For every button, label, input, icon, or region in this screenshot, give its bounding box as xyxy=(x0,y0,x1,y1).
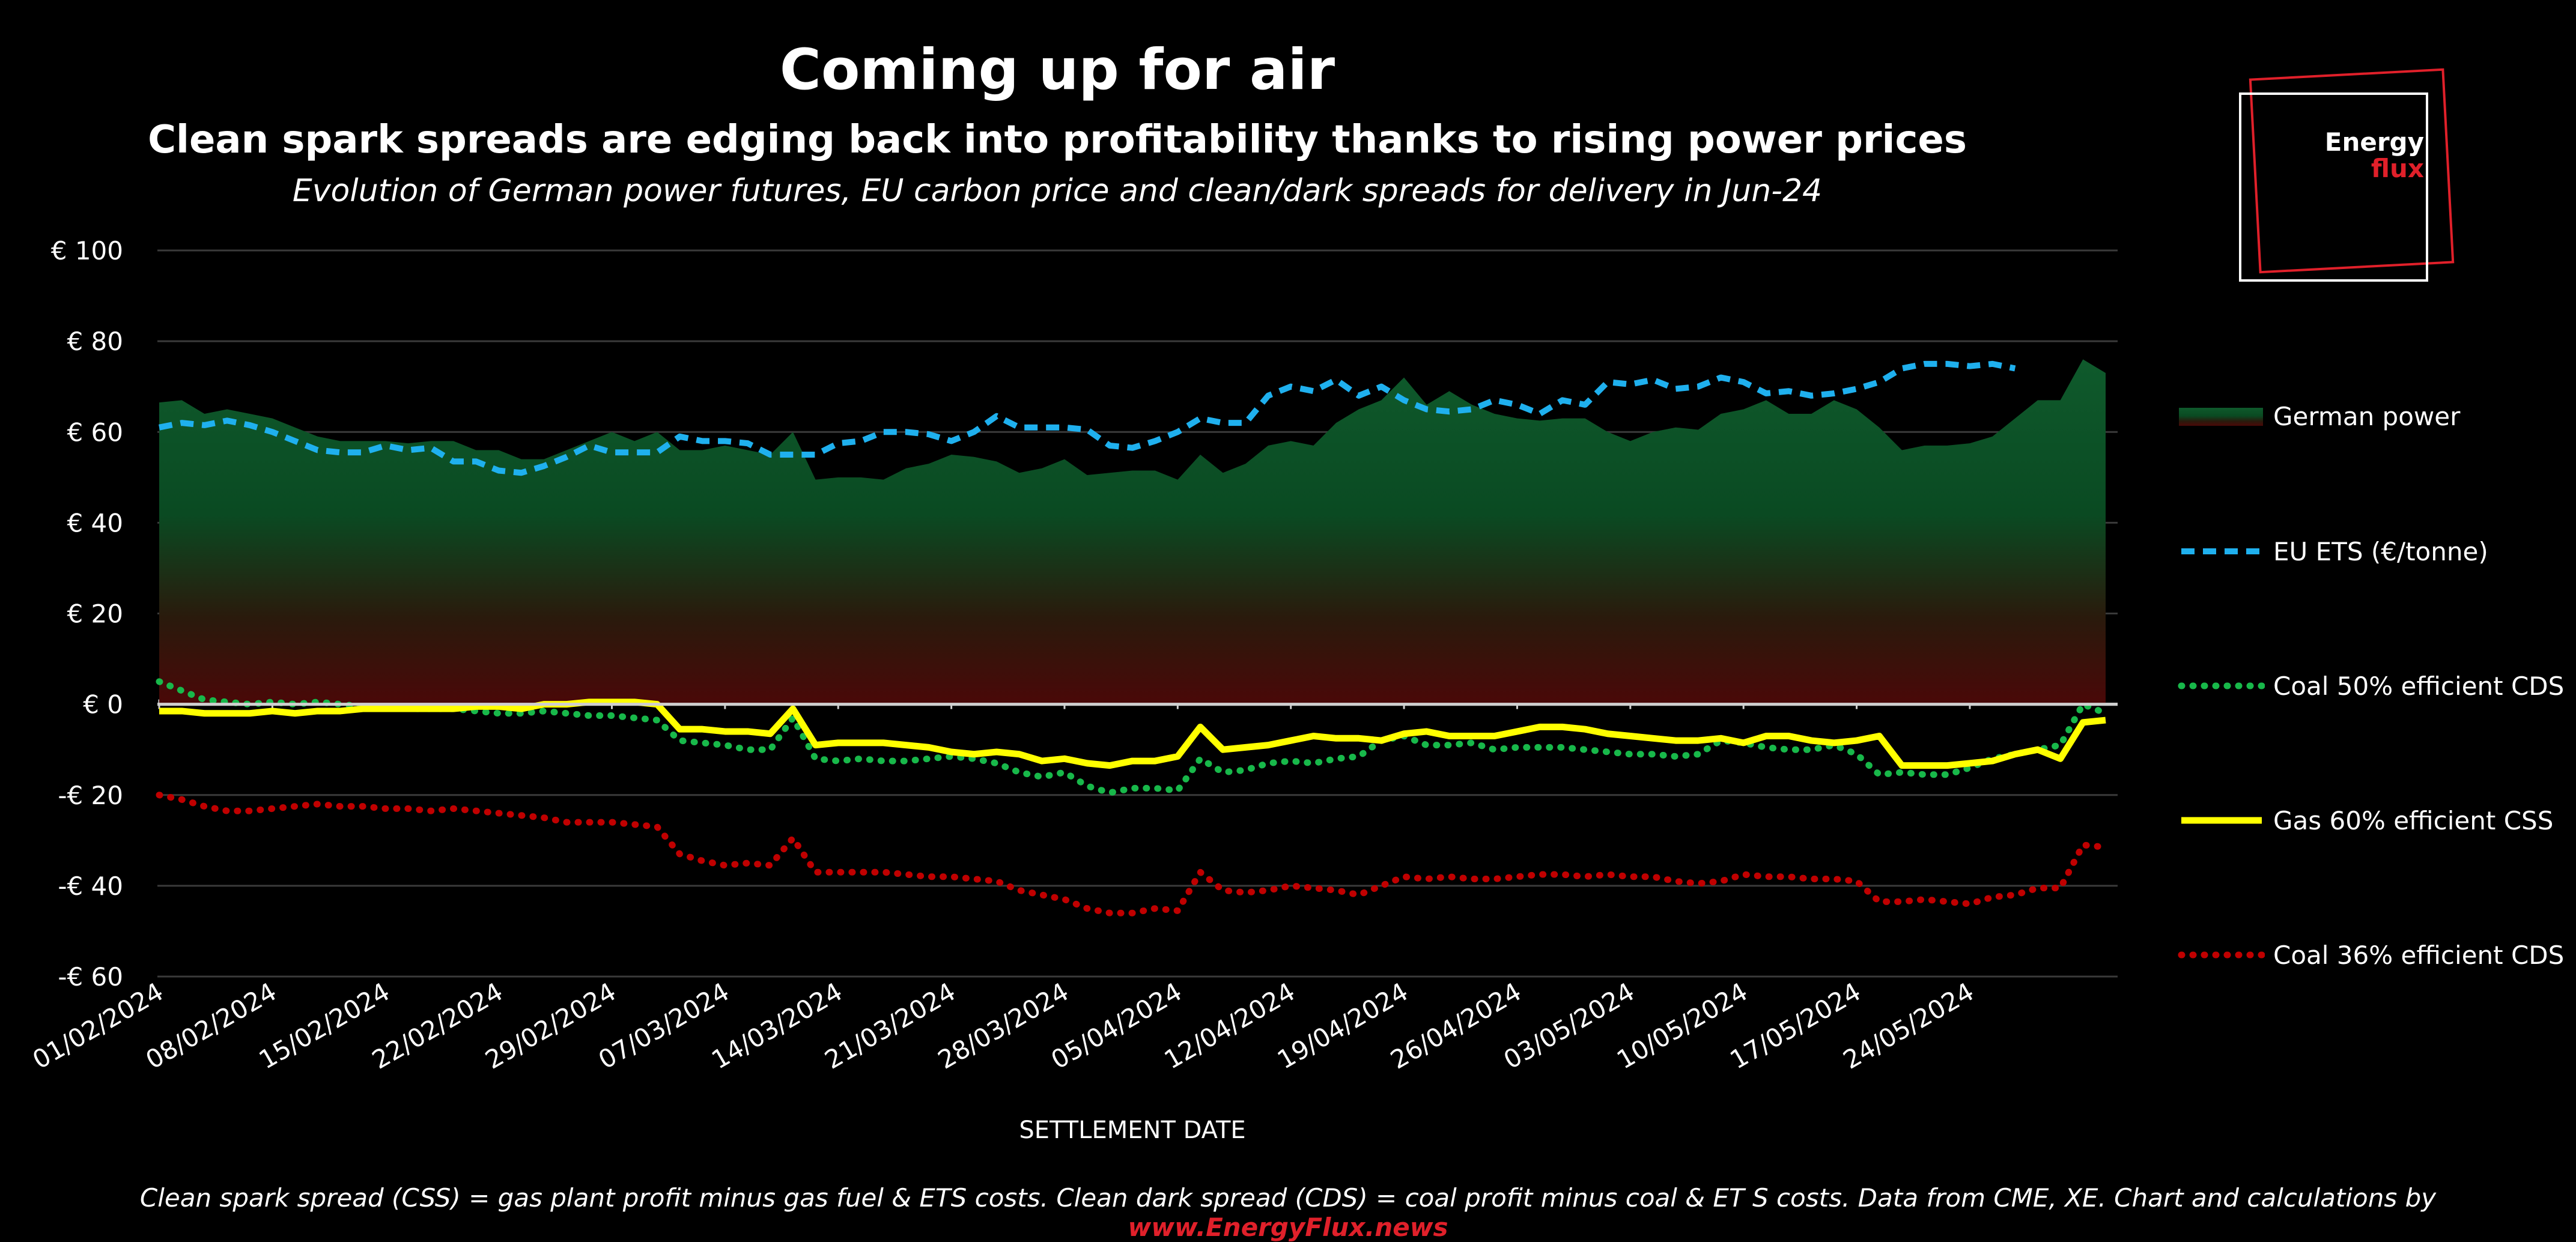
y-tick-label: € 0 xyxy=(83,690,123,719)
series-coal-50-efficient-cds-line xyxy=(156,678,2109,796)
y-axis-ticks: € 100 € 80 € 60 € 40 € 20 € 0 -€ 20 -€ 40 -€ 60 xyxy=(51,236,123,992)
series-gas-60-efficient-css-line xyxy=(159,698,2106,769)
legend-item: German power xyxy=(2178,398,2460,434)
footer-text: Clean spark spread (CSS) = gas plant pro… xyxy=(139,1183,2437,1213)
y-tick-label: -€ 40 xyxy=(58,871,123,901)
logo-text-flux: flux xyxy=(2371,154,2424,183)
legend-item: Coal 50% efficient CDS xyxy=(2178,668,2564,704)
x-axis-label: SETTLEMENT DATE xyxy=(1019,1116,1245,1144)
series-german-power-area xyxy=(159,359,2106,704)
legend-item: Coal 36% efficient CDS xyxy=(2178,937,2564,973)
legend-label: EU ETS (€/tonne) xyxy=(2273,536,2488,566)
legend-item: EU ETS (€/tonne) xyxy=(2178,533,2488,569)
series-coal-36-efficient-cds-line xyxy=(156,792,2109,916)
legend-label: Coal 50% efficient CDS xyxy=(2273,671,2565,701)
logo-white-frame xyxy=(2239,92,2428,282)
footer-source-link[interactable]: www.EnergyFlux.news xyxy=(1128,1213,1448,1242)
legend-label: Gas 60% efficient CSS xyxy=(2273,805,2554,835)
y-tick-label: € 40 xyxy=(67,508,123,538)
legend-swatch xyxy=(2181,548,2262,554)
y-tick-label: -€ 20 xyxy=(58,781,123,810)
y-tick-label: € 60 xyxy=(67,417,123,447)
legend-swatch xyxy=(2179,408,2263,426)
legend-label: Coal 36% efficient CDS xyxy=(2273,940,2565,970)
y-tick-label: € 80 xyxy=(67,327,123,356)
legend-label: German power xyxy=(2273,401,2461,431)
series-group xyxy=(156,359,2118,916)
logo-text-energy: Energy xyxy=(2324,127,2424,157)
legend-item: Gas 60% efficient CSS xyxy=(2178,802,2553,838)
y-tick-label: € 100 xyxy=(51,236,123,265)
chart-caption: Evolution of German power futures, EU ca… xyxy=(292,173,1823,209)
series-eu-ets-tonne-line xyxy=(159,360,2016,476)
y-tick-label: -€ 60 xyxy=(58,962,123,992)
chart-title: Coming up for air xyxy=(779,37,1335,103)
legend-swatch xyxy=(2178,951,2265,959)
legend-swatch xyxy=(2178,682,2265,689)
chart-subtitle: Clean spark spreads are edging back into… xyxy=(148,118,1967,162)
footer-note: Clean spark spread (CSS) = gas plant pro… xyxy=(0,1183,2576,1242)
legend-swatch xyxy=(2181,817,2262,824)
y-tick-label: € 20 xyxy=(67,599,123,629)
